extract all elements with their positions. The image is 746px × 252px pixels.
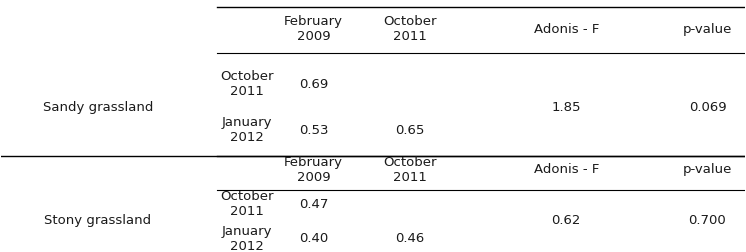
Text: 0.65: 0.65	[395, 123, 425, 136]
Text: 0.53: 0.53	[299, 123, 328, 136]
Text: Sandy grassland: Sandy grassland	[43, 101, 153, 113]
Text: 0.47: 0.47	[299, 197, 328, 210]
Text: p-value: p-value	[683, 22, 732, 35]
Text: 0.40: 0.40	[299, 231, 328, 244]
Text: January
2012: January 2012	[222, 224, 272, 252]
Text: 1.85: 1.85	[551, 101, 581, 113]
Text: October
2011: October 2011	[220, 189, 273, 217]
Text: p-value: p-value	[683, 163, 732, 175]
Text: October
2011: October 2011	[220, 70, 273, 98]
Text: October
2011: October 2011	[383, 155, 437, 183]
Text: 0.69: 0.69	[299, 78, 328, 90]
Text: February
2009: February 2009	[284, 15, 343, 43]
Text: January
2012: January 2012	[222, 116, 272, 144]
Text: February
2009: February 2009	[284, 155, 343, 183]
Text: October
2011: October 2011	[383, 15, 437, 43]
Text: Adonis - F: Adonis - F	[533, 22, 599, 35]
Text: 0.46: 0.46	[395, 231, 424, 244]
Text: 0.069: 0.069	[689, 101, 727, 113]
Text: Stony grassland: Stony grassland	[45, 213, 151, 226]
Text: 0.700: 0.700	[689, 213, 727, 226]
Text: Adonis - F: Adonis - F	[533, 163, 599, 175]
Text: 0.62: 0.62	[551, 213, 581, 226]
